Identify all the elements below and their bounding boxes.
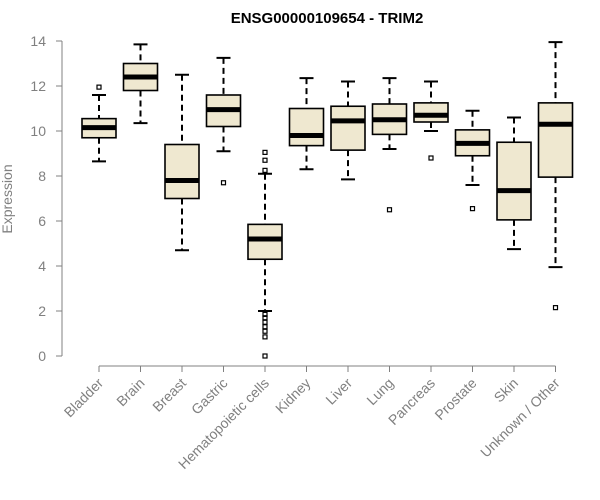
outlier-point (262, 319, 268, 325)
box-iqr (164, 143, 200, 200)
box-group (122, 43, 159, 125)
outlier-point (262, 311, 268, 317)
x-tick-label: Unknown / Other (477, 375, 563, 461)
y-tick-label: 8 (38, 168, 46, 184)
outlier-point (96, 84, 102, 90)
y-tick-label: 0 (38, 348, 46, 364)
outlier-point (386, 207, 393, 213)
outlier-point (428, 155, 434, 161)
outlier-point (262, 324, 268, 330)
y-axis-label: Expression (0, 164, 15, 233)
box-iqr (413, 102, 449, 123)
outlier-point (262, 315, 268, 321)
x-tick-label: Breast (149, 375, 189, 415)
y-tick-label: 10 (30, 123, 46, 139)
box-group (288, 77, 325, 171)
box-group (330, 80, 366, 181)
box-group (537, 41, 574, 311)
box-group (371, 77, 408, 213)
box-iqr (288, 107, 325, 147)
outlier-point (262, 334, 268, 340)
box-group (247, 149, 283, 359)
box-series (81, 41, 574, 359)
y-axis: 0 2 4 6 8 10 12 14 (30, 33, 63, 364)
y-tick-label: 6 (38, 213, 46, 229)
y-tick-label: 4 (38, 258, 46, 274)
box-group (81, 84, 117, 163)
x-tick-label: Brain (113, 375, 147, 409)
x-tick-label: Prostate (431, 375, 479, 423)
box-iqr (247, 223, 283, 261)
x-tick-label: Bladder (61, 375, 107, 421)
outlier-point (262, 149, 268, 155)
outlier-point (262, 157, 268, 163)
outlier-point (262, 167, 268, 173)
y-tick-label: 2 (38, 303, 46, 319)
box-iqr (330, 105, 366, 151)
box-group (164, 73, 200, 252)
box-group (496, 116, 532, 251)
box-iqr (496, 141, 532, 221)
box-iqr (537, 102, 574, 178)
outlier-point (469, 206, 476, 212)
x-tick-label: Skin (491, 375, 522, 406)
outlier-point (220, 180, 227, 186)
chart-title: ENSG00000109654 - TRIM2 (231, 10, 424, 27)
x-tick-label: Kidney (272, 375, 314, 417)
y-tick-label: 14 (30, 33, 46, 49)
box-group (454, 109, 491, 212)
x-tick-label: Liver (322, 375, 355, 408)
outlier-point (262, 328, 268, 334)
x-tick-label: Lung (363, 375, 396, 408)
y-tick-label: 12 (30, 78, 46, 94)
outlier-point (552, 305, 559, 311)
box-group (205, 56, 242, 186)
outlier-point (262, 353, 268, 359)
box-group (413, 80, 449, 161)
